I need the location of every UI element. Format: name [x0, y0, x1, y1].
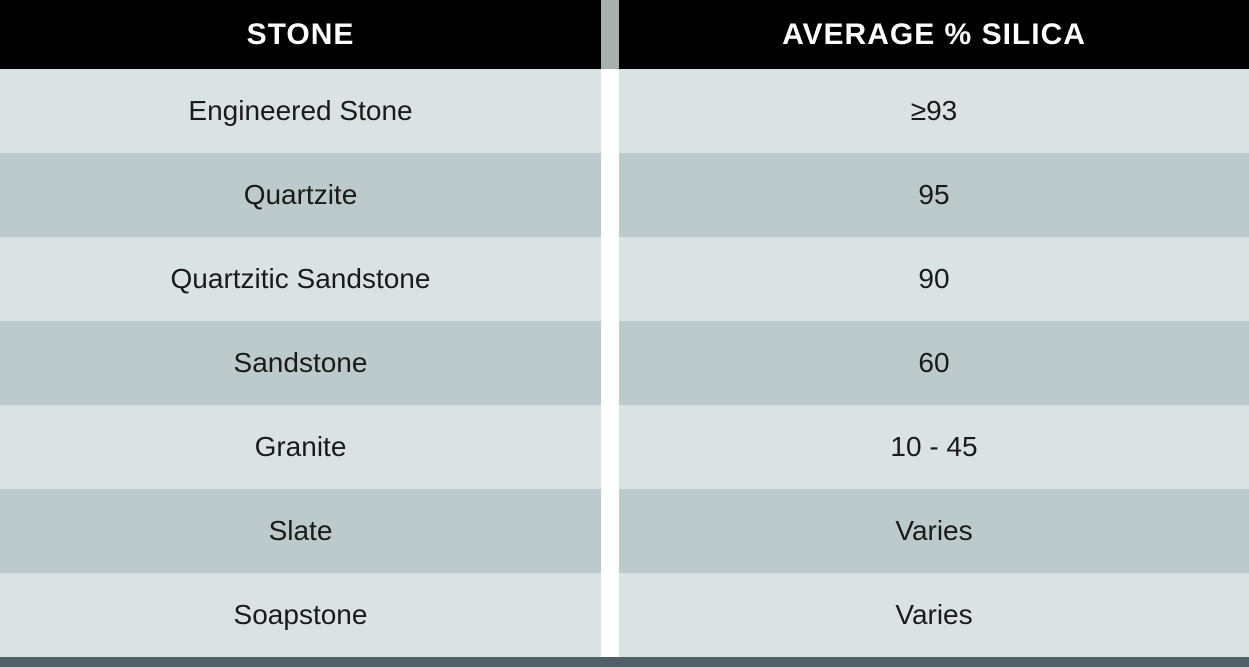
- row-divider: [601, 405, 619, 489]
- table-row: Quartzitic Sandstone 90: [0, 237, 1249, 321]
- table-row: Sandstone 60: [0, 321, 1249, 405]
- cell-silica: ≥93: [619, 69, 1249, 153]
- cell-stone: Sandstone: [0, 321, 601, 405]
- row-divider: [601, 237, 619, 321]
- cell-stone: Soapstone: [0, 573, 601, 657]
- table-header-row: STONE AVERAGE % SILICA: [0, 0, 1249, 69]
- column-header-stone: STONE: [0, 0, 601, 69]
- row-divider: [601, 69, 619, 153]
- cell-stone: Slate: [0, 489, 601, 573]
- table-row: Soapstone Varies: [0, 573, 1249, 657]
- table-footer-bar: [0, 657, 1249, 667]
- cell-silica: 60: [619, 321, 1249, 405]
- silica-table: STONE AVERAGE % SILICA Engineered Stone …: [0, 0, 1249, 667]
- cell-silica: 90: [619, 237, 1249, 321]
- table-row: Granite 10 - 45: [0, 405, 1249, 489]
- cell-silica: 95: [619, 153, 1249, 237]
- header-divider: [601, 0, 619, 69]
- column-header-silica: AVERAGE % SILICA: [619, 0, 1249, 69]
- table-body: Engineered Stone ≥93 Quartzite 95 Quartz…: [0, 69, 1249, 657]
- cell-silica: Varies: [619, 573, 1249, 657]
- cell-stone: Quartzite: [0, 153, 601, 237]
- cell-stone: Quartzitic Sandstone: [0, 237, 601, 321]
- cell-silica: Varies: [619, 489, 1249, 573]
- table-row: Slate Varies: [0, 489, 1249, 573]
- cell-stone: Engineered Stone: [0, 69, 601, 153]
- cell-stone: Granite: [0, 405, 601, 489]
- table-row: Engineered Stone ≥93: [0, 69, 1249, 153]
- table-row: Quartzite 95: [0, 153, 1249, 237]
- row-divider: [601, 489, 619, 573]
- row-divider: [601, 573, 619, 657]
- cell-silica: 10 - 45: [619, 405, 1249, 489]
- row-divider: [601, 321, 619, 405]
- row-divider: [601, 153, 619, 237]
